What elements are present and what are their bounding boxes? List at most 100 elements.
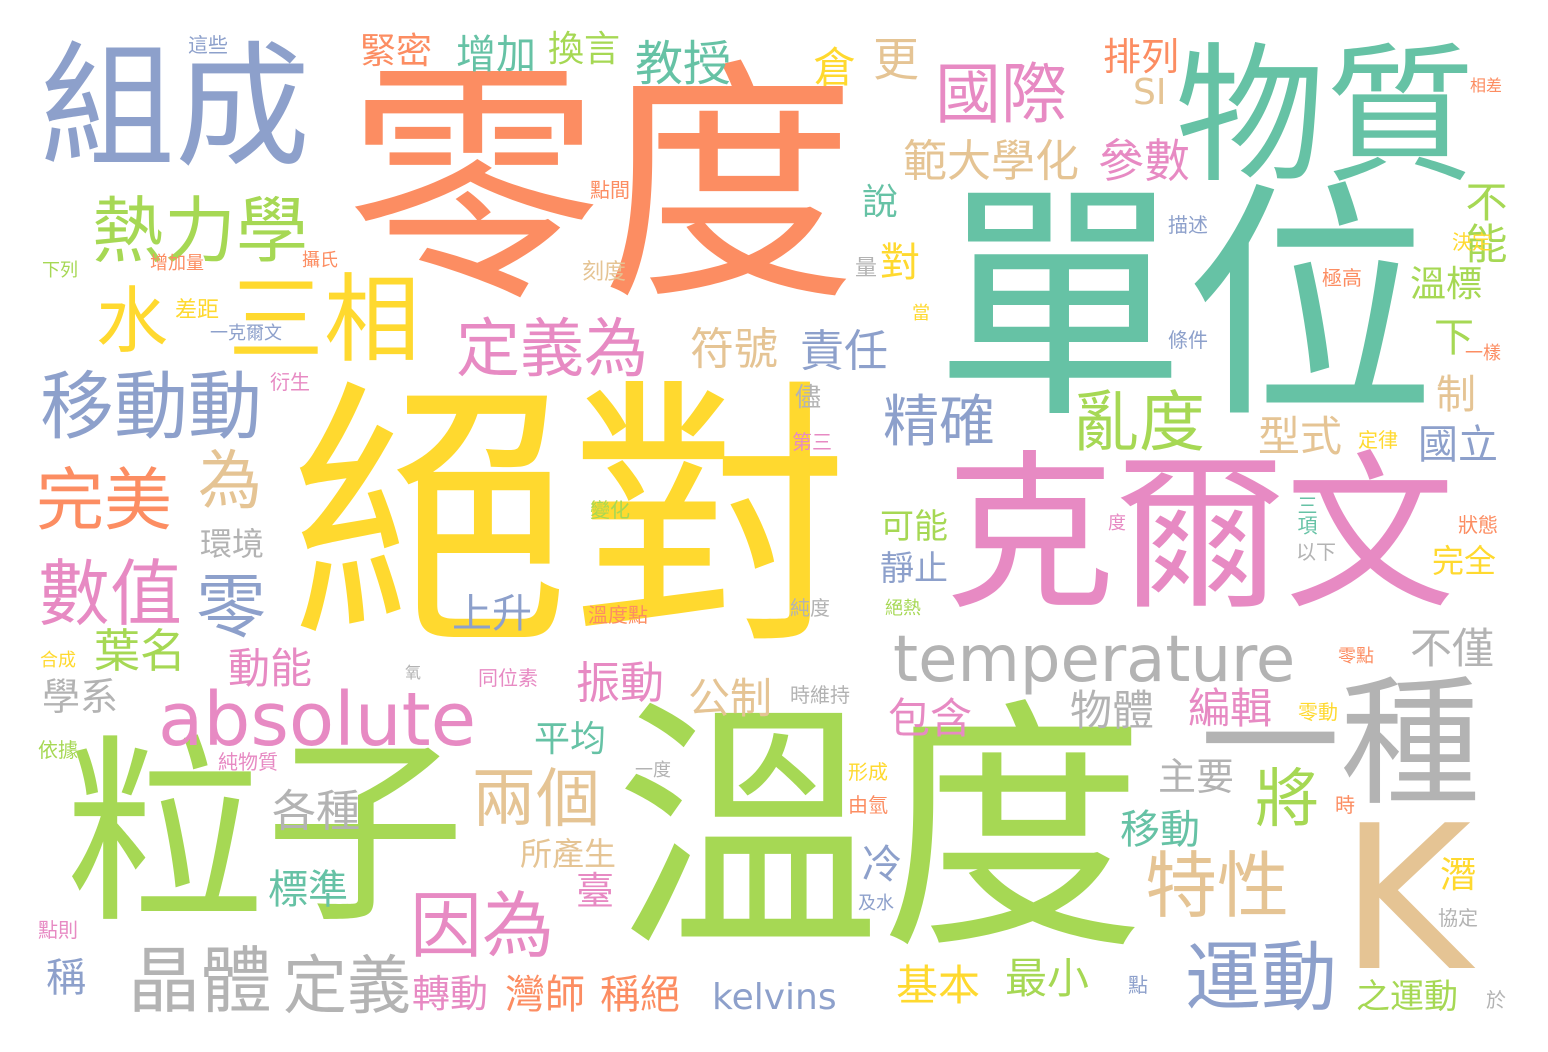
word-gongzhi: 公制 [688, 674, 773, 723]
word-jingzhi: 靜止 [880, 549, 948, 589]
word-dinglv: 定律 [1358, 428, 1398, 452]
word-baohan: 包含 [888, 694, 973, 743]
word-jingti: 晶體 [128, 939, 273, 1023]
word-yiju: 依據 [38, 738, 78, 762]
word-jure: 絕熱 [885, 598, 921, 619]
word-fuhao: 符號 [690, 324, 778, 375]
word-jishui: 及水 [858, 893, 894, 914]
word-shi: 時 [1335, 793, 1355, 817]
word-kelvin: 克爾文 [945, 436, 1456, 634]
word-shui: 水 [96, 279, 169, 363]
word-wuti: 物體 [1070, 686, 1155, 735]
word-bianji: 編輯 [1188, 684, 1273, 733]
word-si: SI [1133, 72, 1167, 113]
word-yinwei: 因為 [410, 884, 555, 968]
word-jingque: 精確 [883, 390, 995, 455]
word-lingdong: 零動 [1298, 700, 1338, 724]
word-yundong: 運動 [1185, 933, 1337, 1022]
word-dian: 點 [1128, 973, 1148, 997]
word-zhexie: 這些 [188, 33, 228, 57]
word-gezhong: 各種 [272, 786, 360, 837]
word-yansheng: 衍生 [270, 370, 310, 394]
word-zhuandong: 轉動 [412, 972, 489, 1016]
word-luandu: 亂度 [1073, 384, 1205, 461]
word-sheshi: 攝氏 [302, 250, 338, 271]
word-relixue: 熱力學 [92, 189, 309, 273]
word-kedu: 刻度 [582, 260, 627, 285]
word-keneng: 可能 [880, 507, 948, 547]
word-sanxiang: 三相 [228, 264, 420, 376]
word-bianhua: 變化 [590, 498, 630, 522]
word-yidong: 移動 [1120, 807, 1200, 853]
word-chaju: 差距 [175, 298, 220, 323]
word-geng: 更 [866, 35, 920, 81]
word-yixia: 以下 [1296, 540, 1336, 564]
word-xialie: 下列 [42, 260, 78, 281]
word-wuzhi: 物質 [1175, 30, 1476, 204]
word-yu: 於 [1486, 988, 1506, 1012]
word-xingshi: 型式 [1258, 412, 1343, 461]
word-wei: 為 [198, 445, 262, 519]
word-leng: 冷 [862, 842, 902, 888]
word-ling: 零 [196, 566, 266, 648]
word-tongweisu: 同位素 [478, 666, 538, 690]
word-jinmi: 緊密 [360, 31, 433, 72]
word-chunwuzhi: 純物質 [218, 750, 278, 774]
word-huanjing: 環境 [200, 525, 265, 563]
word-canshu: 參數 [1098, 134, 1190, 188]
word-texing: 特性 [1145, 844, 1290, 928]
word-wanshi: 灣師 [505, 972, 585, 1018]
word-jiang: 將 [1255, 763, 1319, 837]
word-xuexi: 學系 [42, 675, 119, 719]
word-zhuyao: 主要 [1158, 755, 1235, 799]
word-pingjun: 平均 [534, 719, 607, 760]
word-tiaojian: 條件 [1168, 328, 1208, 352]
word-qian: 潛 [1440, 855, 1477, 896]
word-guoli: 國立 [1418, 422, 1498, 468]
word-du: 度 [1108, 513, 1126, 534]
word-jueding: 決定 [1452, 230, 1492, 254]
word-suochansheng: 所產生 [520, 835, 617, 873]
word-bujin: 不僅 [1410, 624, 1495, 673]
word-zuixiao: 最小 [1005, 954, 1090, 1003]
word-dongneng: 動能 [228, 644, 313, 693]
word-yidongdong: 移動動 [40, 364, 262, 450]
word-k: K [1340, 783, 1472, 1016]
word-kelvins: kelvins [712, 977, 837, 1018]
word-miaoshu: 描述 [1168, 213, 1208, 237]
word-danwei: 單位 [935, 161, 1435, 452]
word-zhi: 制 [1436, 372, 1476, 418]
word-jin: 儘 [795, 383, 822, 413]
word-liangge: 兩個 [472, 763, 600, 837]
word-shangsheng: 上升 [452, 591, 532, 637]
word-jiben: 基本 [896, 961, 981, 1010]
word-zhendong: 振動 [576, 658, 664, 709]
word-pailie: 排列 [1103, 35, 1180, 79]
word-dingyi: 定義 [283, 950, 411, 1024]
word-yeming: 葉名 [94, 624, 186, 678]
word-wendudian: 溫度點 [588, 603, 648, 627]
word-wanmei: 完美 [36, 462, 173, 541]
word-liang: 量 [855, 256, 878, 281]
word-huanyan: 換言 [548, 29, 621, 70]
word-yang: 氧 [405, 663, 422, 682]
word-buneng: 不能 [1459, 180, 1508, 264]
word-xiangcha: 相差 [1470, 76, 1503, 95]
word-shuo: 說 [862, 182, 899, 223]
word-wendu: 溫度 [615, 678, 1145, 986]
word-yikeerwen: 一克爾文 [210, 323, 282, 344]
word-wenbiao: 溫標 [1410, 264, 1483, 305]
word-lizi: 粒子 [65, 718, 466, 951]
word-temperature: temperature [893, 623, 1296, 697]
word-biaozhun: 標準 [268, 867, 348, 913]
word-zhiyundong: 之運動 [1356, 977, 1458, 1017]
word-xia: 下 [1434, 315, 1474, 361]
word-zengjia: 增加 [456, 32, 536, 78]
word-dui: 對 [880, 240, 920, 286]
word-jueduei: 絕對 [290, 357, 850, 683]
word-yiyang: 一樣 [1465, 343, 1501, 364]
word-cheng: 稱 [46, 955, 86, 1001]
word-chengjue: 稱絕 [600, 972, 680, 1018]
word-absolute: absolute [158, 677, 477, 763]
